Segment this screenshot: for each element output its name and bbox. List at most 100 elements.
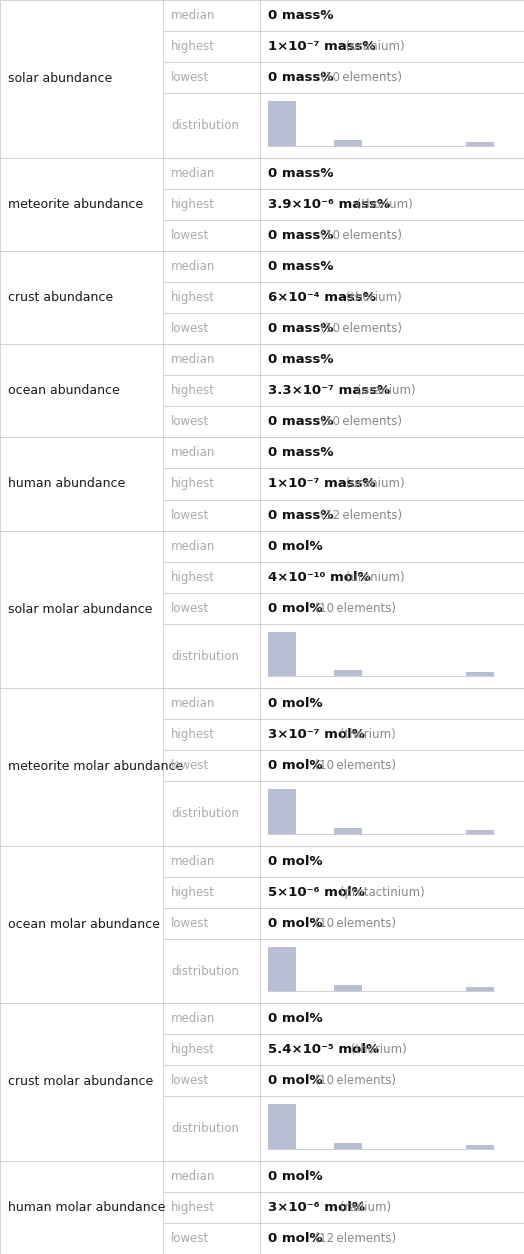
Text: median: median <box>171 1170 215 1183</box>
Text: human molar abundance: human molar abundance <box>8 1201 166 1214</box>
Text: distribution: distribution <box>171 1122 239 1135</box>
Text: highest: highest <box>171 571 215 584</box>
Text: (10 elements): (10 elements) <box>313 71 401 84</box>
Text: (10 elements): (10 elements) <box>307 602 396 614</box>
Text: 5×10⁻⁶ mol%: 5×10⁻⁶ mol% <box>268 885 365 899</box>
Text: (uranium): (uranium) <box>353 384 416 398</box>
Text: solar abundance: solar abundance <box>8 73 112 85</box>
Text: (10 elements): (10 elements) <box>307 760 396 772</box>
Text: median: median <box>171 1012 215 1026</box>
Text: (uranium): (uranium) <box>342 478 404 490</box>
Bar <box>334 1142 362 1149</box>
Text: (uranium): (uranium) <box>342 40 404 53</box>
Text: ocean molar abundance: ocean molar abundance <box>8 918 160 930</box>
Text: (thorium): (thorium) <box>353 198 413 211</box>
Text: (thorium): (thorium) <box>347 1043 407 1056</box>
Text: (12 elements): (12 elements) <box>313 509 402 522</box>
Text: lowest: lowest <box>171 509 209 522</box>
Text: median: median <box>171 9 215 23</box>
Text: highest: highest <box>171 1043 215 1056</box>
Text: lowest: lowest <box>171 1075 209 1087</box>
Text: 0 mol%: 0 mol% <box>268 697 323 710</box>
Text: lowest: lowest <box>171 322 209 335</box>
Text: (uranium): (uranium) <box>342 571 404 584</box>
Bar <box>268 632 296 676</box>
Bar <box>466 672 494 676</box>
Text: 3.3×10⁻⁷ mass%: 3.3×10⁻⁷ mass% <box>268 384 390 398</box>
Text: highest: highest <box>171 1201 215 1214</box>
Text: (thorium): (thorium) <box>336 729 396 741</box>
Text: highest: highest <box>171 729 215 741</box>
Text: distribution: distribution <box>171 119 239 132</box>
Text: highest: highest <box>171 478 215 490</box>
Text: (12 elements): (12 elements) <box>307 1231 396 1245</box>
Text: median: median <box>171 697 215 710</box>
Text: highest: highest <box>171 885 215 899</box>
Bar <box>334 986 362 991</box>
Text: distribution: distribution <box>171 650 239 662</box>
Text: 3×10⁻⁶ mol%: 3×10⁻⁶ mol% <box>268 1201 365 1214</box>
Text: (thorium): (thorium) <box>342 291 401 303</box>
Text: 0 mass%: 0 mass% <box>268 167 333 179</box>
Text: highest: highest <box>171 198 215 211</box>
Text: meteorite abundance: meteorite abundance <box>8 198 143 211</box>
Text: 6×10⁻⁴ mass%: 6×10⁻⁴ mass% <box>268 291 376 303</box>
Text: 0 mol%: 0 mol% <box>268 602 323 614</box>
Text: median: median <box>171 167 215 179</box>
Bar <box>268 1105 296 1149</box>
Text: (10 elements): (10 elements) <box>313 228 401 242</box>
Text: (10 elements): (10 elements) <box>313 415 401 429</box>
Text: (10 elements): (10 elements) <box>307 917 396 930</box>
Text: 0 mass%: 0 mass% <box>268 9 333 23</box>
Text: lowest: lowest <box>171 71 209 84</box>
Text: lowest: lowest <box>171 917 209 930</box>
Text: 0 mass%: 0 mass% <box>268 509 333 522</box>
Text: 0 mol%: 0 mol% <box>268 917 323 930</box>
Text: 0 mass%: 0 mass% <box>268 415 333 429</box>
Bar <box>466 830 494 834</box>
Text: (10 elements): (10 elements) <box>307 1075 396 1087</box>
Bar <box>268 947 296 991</box>
Text: crust abundance: crust abundance <box>8 291 113 303</box>
Text: 0 mass%: 0 mass% <box>268 446 333 459</box>
Text: (protactinium): (protactinium) <box>336 885 424 899</box>
Text: 0 mass%: 0 mass% <box>268 354 333 366</box>
Bar <box>334 139 362 145</box>
Text: (10 elements): (10 elements) <box>313 322 401 335</box>
Text: meteorite molar abundance: meteorite molar abundance <box>8 760 183 774</box>
Text: 1×10⁻⁷ mass%: 1×10⁻⁷ mass% <box>268 40 376 53</box>
Text: highest: highest <box>171 384 215 398</box>
Text: crust molar abundance: crust molar abundance <box>8 1076 153 1088</box>
Text: median: median <box>171 446 215 459</box>
Text: lowest: lowest <box>171 228 209 242</box>
Text: human abundance: human abundance <box>8 478 125 490</box>
Text: 0 mass%: 0 mass% <box>268 71 333 84</box>
Text: 0 mol%: 0 mol% <box>268 1012 323 1026</box>
Text: 1×10⁻⁷ mass%: 1×10⁻⁷ mass% <box>268 478 376 490</box>
Text: (radium): (radium) <box>336 1201 391 1214</box>
Bar <box>268 102 296 145</box>
Text: 0 mol%: 0 mol% <box>268 1170 323 1183</box>
Text: 0 mol%: 0 mol% <box>268 1075 323 1087</box>
Text: median: median <box>171 855 215 868</box>
Bar <box>334 671 362 676</box>
Text: highest: highest <box>171 291 215 303</box>
Text: highest: highest <box>171 40 215 53</box>
Text: lowest: lowest <box>171 415 209 429</box>
Text: median: median <box>171 354 215 366</box>
Bar <box>268 790 296 834</box>
Text: distribution: distribution <box>171 808 239 820</box>
Text: 0 mol%: 0 mol% <box>268 855 323 868</box>
Text: 0 mass%: 0 mass% <box>268 260 333 273</box>
Text: 0 mass%: 0 mass% <box>268 228 333 242</box>
Text: 0 mol%: 0 mol% <box>268 760 323 772</box>
Text: 3.9×10⁻⁶ mass%: 3.9×10⁻⁶ mass% <box>268 198 390 211</box>
Bar <box>466 987 494 991</box>
Text: lowest: lowest <box>171 1231 209 1245</box>
Text: 5.4×10⁻⁵ mol%: 5.4×10⁻⁵ mol% <box>268 1043 379 1056</box>
Text: 4×10⁻¹⁰ mol%: 4×10⁻¹⁰ mol% <box>268 571 371 584</box>
Text: median: median <box>171 539 215 553</box>
Text: lowest: lowest <box>171 760 209 772</box>
Bar <box>334 828 362 834</box>
Text: 3×10⁻⁷ mol%: 3×10⁻⁷ mol% <box>268 729 365 741</box>
